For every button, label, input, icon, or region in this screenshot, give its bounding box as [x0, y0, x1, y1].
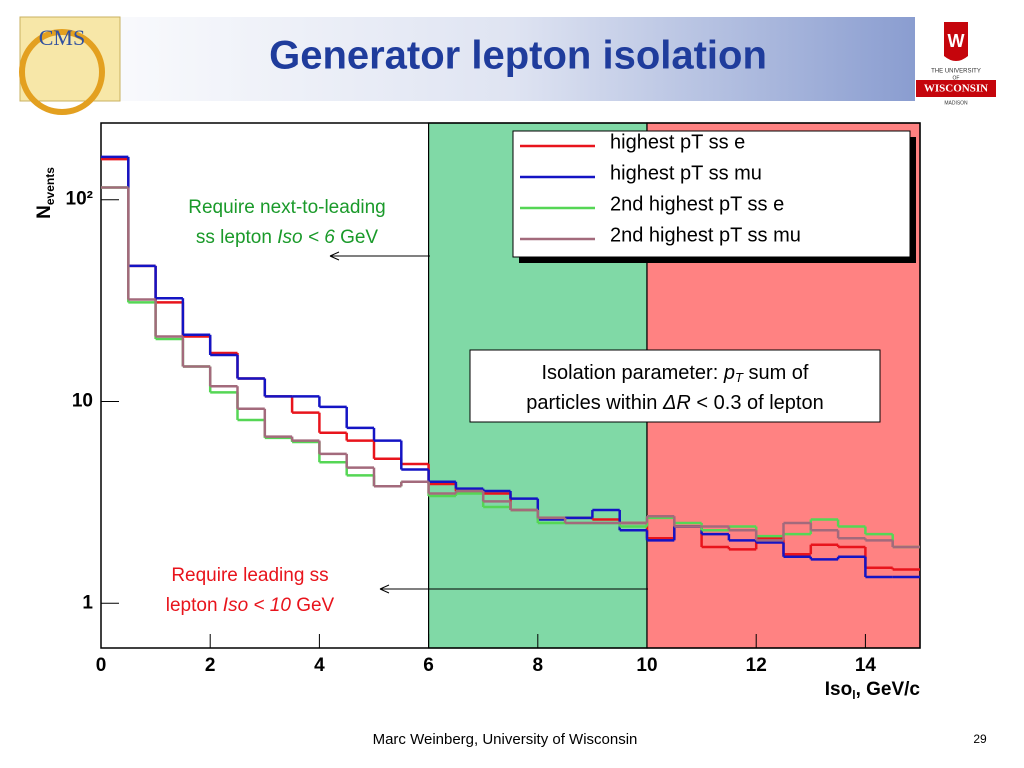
- series: [101, 186, 920, 549]
- annotation-part: Require next-to-leading: [188, 197, 386, 218]
- logo-line: WISCONSIN: [924, 83, 988, 95]
- arrow-head: [329, 251, 340, 261]
- legend-label: 2nd highest pT ss e: [610, 193, 784, 215]
- x-label-rest: , GeV/c: [856, 679, 921, 700]
- crest: [944, 22, 968, 61]
- info-part: particles within: [526, 392, 663, 414]
- x-tick-label: 0: [96, 655, 107, 676]
- x-label-main: Iso: [825, 679, 852, 700]
- x-label-sub: l: [852, 688, 855, 702]
- info-text: particles within ΔR < 0.3 of lepton: [526, 392, 823, 414]
- page-number: 29: [973, 732, 987, 746]
- x-tick-label: 8: [533, 655, 544, 676]
- info-part: Isolation parameter:: [542, 362, 724, 384]
- arrow-head: [379, 584, 390, 594]
- y-label-main: N: [34, 205, 55, 219]
- info-part: p: [723, 362, 735, 384]
- annotation-part: GeV: [291, 595, 335, 616]
- annotation-part: ss lepton: [196, 227, 277, 248]
- plot-frame: [100, 122, 921, 649]
- crest-letter: W: [948, 31, 965, 51]
- x-tick-label: 10: [636, 655, 657, 676]
- x-tick-label: 6: [423, 655, 434, 676]
- annotation: lepton Iso < 10 GeV: [166, 595, 335, 616]
- logo-line: MADISON: [944, 100, 968, 106]
- x-tick-label: 14: [855, 655, 877, 676]
- logo-line: OF: [953, 75, 960, 81]
- annotation-part: GeV: [335, 227, 379, 248]
- info-part: sum of: [743, 362, 809, 384]
- x-axis-label: Isol, GeV/c: [825, 679, 921, 702]
- footer: Marc Weinberg, University of Wisconsin: [373, 731, 638, 748]
- slide-title: Generator lepton isolation: [269, 34, 767, 78]
- annotation: ss lepton Iso < 6 GeV: [196, 227, 379, 248]
- y-tick-label: 10²: [66, 189, 93, 210]
- legend: [512, 130, 911, 258]
- y-label-sub: events: [43, 167, 57, 205]
- annotation-part: lepton: [166, 595, 223, 616]
- info-part: ΔR: [662, 392, 691, 414]
- plot: 0 2 4 6 8 10 12 14 1 10 10² Isol, GeV/c Nevents highe…: [34, 122, 921, 702]
- info-part: T: [735, 370, 744, 385]
- legend-label: highest pT ss e: [610, 131, 745, 153]
- header-band: [20, 17, 915, 101]
- y-tick-label: 10: [72, 390, 93, 411]
- annotation-part: Iso < 6: [277, 227, 335, 248]
- legend-label: 2nd highest pT ss mu: [610, 224, 801, 246]
- legend-label: highest pT ss mu: [610, 162, 762, 184]
- annotation: Require leading ss: [171, 565, 328, 586]
- y-tick-label: 1: [82, 592, 93, 613]
- annotation-part: Iso < 10: [223, 595, 292, 616]
- cms-logo-ring: [19, 29, 105, 115]
- cms-logo-text: CMS: [39, 25, 85, 50]
- logo-banner: [916, 80, 996, 97]
- info-box: [469, 349, 881, 423]
- annotation: Require next-to-leading: [188, 197, 386, 218]
- info-text: Isolation parameter: pT sum of: [542, 362, 809, 385]
- y-axis-label: Nevents: [34, 167, 57, 219]
- annotation-part: Require leading ss: [171, 565, 328, 586]
- x-tick-label: 12: [746, 655, 767, 676]
- x-tick-label: 4: [314, 655, 325, 676]
- info-part: < 0.3 of lepton: [691, 392, 824, 414]
- x-tick-label: 2: [205, 655, 216, 676]
- logo-line: THE UNIVERSITY: [931, 69, 981, 75]
